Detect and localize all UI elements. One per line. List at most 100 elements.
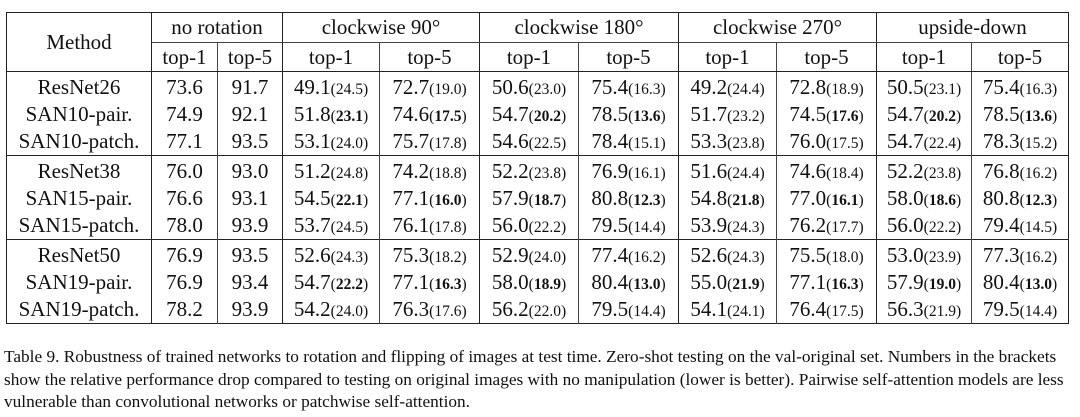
relative-drop-value: 17.8 — [434, 135, 462, 152]
header-row-metrics: top-1 top-5 top-1 top-5 top-1 top-5 top-… — [7, 42, 1069, 72]
accuracy-value: 54.7 — [491, 102, 529, 126]
accuracy-value: 58.0 — [491, 270, 529, 294]
accuracy-value: 51.7 — [690, 102, 728, 126]
result-cell: 52.6(24.3) — [678, 239, 778, 269]
table-caption: Table 9. Robustness of trained networks … — [4, 347, 1064, 411]
accuracy-value: 54.7 — [886, 102, 924, 126]
relative-drop-value: 23.8 — [533, 165, 561, 182]
relative-drop-value: 17.6 — [434, 303, 462, 320]
result-cell: 77.1(16.0) — [379, 185, 481, 212]
relative-drop-value: 23.1 — [928, 81, 956, 98]
relative-drop: (12.3) — [628, 192, 666, 209]
accuracy-value: 52.2 — [886, 159, 924, 183]
relative-drop-value: 23.0 — [533, 81, 561, 98]
relative-drop-value: 18.2 — [434, 249, 462, 266]
relative-drop-value: 20.2 — [533, 108, 561, 125]
relative-drop: (14.5) — [1019, 219, 1058, 236]
result-cell: 75.3(18.2) — [379, 239, 481, 269]
result-cell: 58.0(18.9) — [479, 269, 580, 296]
accuracy-value: 75.4 — [591, 75, 629, 99]
result-cell: 77.1(16.3) — [379, 269, 481, 296]
row-group: ResNet26 73.6 91.7 49.1(24.5) 72.7(19.0) 50.6… — [6, 71, 1069, 156]
result-cell: 77.1(16.3) — [776, 269, 878, 296]
result-cell: 80.8(12.3) — [578, 185, 680, 212]
result-cell: 50.5(23.1) — [876, 71, 973, 101]
relative-drop-value: 16.1 — [633, 165, 661, 182]
relative-drop: (19.0) — [923, 276, 962, 293]
accuracy-value: 77.0 — [789, 186, 827, 210]
header-row-groups: Method no rotation clockwise 90° clockwi… — [6, 12, 1069, 72]
method-name: ResNet50 — [6, 239, 152, 269]
method-name: ResNet26 — [6, 71, 152, 101]
accuracy-value: 51.8 — [293, 102, 331, 126]
result-cell: 54.8(21.8) — [678, 185, 778, 212]
relative-drop: (22.5) — [528, 135, 567, 152]
relative-drop-value: 17.7 — [831, 219, 859, 236]
result-cell: 54.2(24.0) — [282, 296, 381, 324]
relative-drop: (18.4) — [826, 165, 864, 182]
result-cell: 52.2(23.8) — [876, 155, 973, 185]
result-cell: 51.8(23.1) — [282, 101, 381, 128]
relative-drop: (14.4) — [1019, 303, 1058, 320]
result-cell: 52.2(23.8) — [479, 155, 580, 185]
relative-drop-value: 24.3 — [335, 249, 363, 266]
relative-drop: (13.0) — [628, 276, 666, 293]
relative-drop-value: 22.0 — [533, 303, 561, 320]
accuracy-value: 52.2 — [491, 159, 529, 183]
relative-drop-value: 18.0 — [831, 249, 859, 266]
relative-drop-value: 22.2 — [335, 276, 363, 293]
relative-drop-value: 16.3 — [1024, 81, 1052, 98]
relative-drop: (18.0) — [826, 249, 864, 266]
relative-drop: (23.9) — [923, 249, 962, 266]
relative-drop: (15.1) — [628, 135, 666, 152]
result-cell: 72.7(19.0) — [379, 71, 481, 101]
accuracy-value: 53.7 — [293, 213, 331, 237]
accuracy-value: 74.5 — [789, 102, 827, 126]
accuracy-value: 79.5 — [591, 297, 629, 321]
result-cell: 79.4(14.5) — [972, 212, 1069, 240]
relative-drop: (23.1) — [330, 108, 369, 125]
accuracy-value: 75.4 — [982, 75, 1020, 99]
relative-drop: (16.2) — [1019, 165, 1058, 182]
result-cell: 57.9(18.7) — [479, 185, 580, 212]
accuracy-value: 79.4 — [982, 213, 1020, 237]
relative-drop: (18.2) — [429, 249, 467, 266]
accuracy-value: 54.2 — [293, 297, 331, 321]
relative-drop: (22.2) — [330, 276, 369, 293]
accuracy-value: 56.0 — [886, 213, 924, 237]
relative-drop: (15.2) — [1019, 135, 1058, 152]
relative-drop-value: 19.0 — [434, 81, 462, 98]
method-name: SAN15-patch. — [6, 212, 152, 240]
accuracy-value: 54.1 — [690, 297, 728, 321]
relative-drop-value: 22.2 — [928, 219, 956, 236]
relative-drop: (24.4) — [727, 81, 765, 98]
relative-drop-value: 24.0 — [533, 249, 561, 266]
relative-drop-value: 16.0 — [434, 192, 462, 209]
relative-drop: (23.1) — [923, 81, 962, 98]
relative-drop: (16.1) — [628, 165, 666, 182]
relative-drop-value: 13.6 — [1024, 108, 1052, 125]
relative-drop: (24.4) — [727, 165, 765, 182]
method-column-header: Method — [6, 12, 152, 72]
result-cell: 74.6(18.4) — [776, 155, 878, 185]
relative-drop-value: 23.9 — [928, 249, 956, 266]
relative-drop: (24.5) — [330, 81, 369, 98]
relative-drop-value: 16.2 — [1024, 165, 1052, 182]
relative-drop-value: 24.3 — [732, 219, 760, 236]
relative-drop: (18.9) — [528, 276, 567, 293]
relative-drop-value: 14.4 — [1024, 303, 1052, 320]
relative-drop: (13.0) — [1019, 276, 1058, 293]
relative-drop: (17.8) — [429, 219, 467, 236]
accuracy-value: 74.6 — [392, 102, 430, 126]
baseline-top5: 91.7 — [217, 71, 284, 101]
relative-drop-value: 24.3 — [732, 249, 760, 266]
relative-drop: (22.2) — [528, 219, 567, 236]
result-cell: 80.4(13.0) — [578, 269, 680, 296]
relative-drop-value: 17.8 — [434, 219, 462, 236]
accuracy-value: 49.1 — [293, 75, 331, 99]
relative-drop-value: 13.0 — [1024, 276, 1052, 293]
result-cell: 53.7(24.5) — [282, 212, 381, 240]
result-cell: 49.2(24.4) — [678, 71, 778, 101]
accuracy-value: 52.9 — [491, 243, 529, 267]
relative-drop: (24.1) — [727, 303, 765, 320]
